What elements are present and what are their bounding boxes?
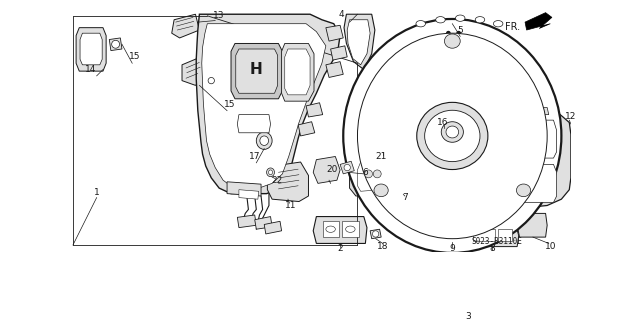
Text: 10: 10 bbox=[545, 242, 556, 251]
Polygon shape bbox=[313, 217, 367, 243]
Ellipse shape bbox=[416, 20, 426, 27]
Polygon shape bbox=[313, 157, 340, 183]
Polygon shape bbox=[498, 229, 513, 241]
Circle shape bbox=[373, 170, 381, 178]
Text: S023-B3110E: S023-B3110E bbox=[471, 237, 522, 246]
Ellipse shape bbox=[441, 122, 463, 142]
Circle shape bbox=[365, 170, 372, 178]
Text: 5: 5 bbox=[458, 26, 463, 34]
Polygon shape bbox=[432, 217, 471, 242]
Polygon shape bbox=[483, 221, 493, 226]
Polygon shape bbox=[306, 103, 323, 117]
Text: 16: 16 bbox=[437, 118, 449, 127]
Text: H: H bbox=[250, 62, 262, 77]
Text: 4: 4 bbox=[339, 10, 344, 19]
Text: 1: 1 bbox=[94, 188, 100, 197]
Ellipse shape bbox=[444, 34, 460, 48]
Polygon shape bbox=[282, 43, 314, 101]
Polygon shape bbox=[172, 14, 200, 38]
Text: 8: 8 bbox=[489, 244, 495, 254]
Polygon shape bbox=[227, 182, 261, 196]
Text: 14: 14 bbox=[84, 65, 96, 74]
Polygon shape bbox=[323, 221, 339, 237]
Polygon shape bbox=[285, 49, 310, 95]
Ellipse shape bbox=[256, 132, 272, 149]
Polygon shape bbox=[331, 46, 348, 60]
Text: 6: 6 bbox=[362, 168, 368, 177]
Polygon shape bbox=[340, 161, 355, 174]
Polygon shape bbox=[109, 38, 122, 51]
Text: 9: 9 bbox=[449, 244, 455, 254]
Polygon shape bbox=[239, 190, 259, 199]
Polygon shape bbox=[326, 62, 343, 78]
Text: 15: 15 bbox=[224, 100, 235, 109]
Polygon shape bbox=[202, 24, 326, 187]
Polygon shape bbox=[80, 33, 102, 65]
Polygon shape bbox=[525, 13, 552, 30]
Ellipse shape bbox=[374, 184, 388, 197]
Polygon shape bbox=[76, 28, 106, 71]
Polygon shape bbox=[237, 115, 271, 133]
Polygon shape bbox=[506, 108, 571, 207]
Text: 3: 3 bbox=[465, 312, 471, 319]
Polygon shape bbox=[236, 49, 278, 93]
Polygon shape bbox=[342, 221, 359, 237]
Ellipse shape bbox=[267, 168, 275, 177]
Polygon shape bbox=[231, 43, 282, 99]
Ellipse shape bbox=[417, 102, 488, 169]
Text: 17: 17 bbox=[249, 152, 260, 161]
Polygon shape bbox=[348, 20, 370, 65]
Polygon shape bbox=[522, 108, 548, 115]
Polygon shape bbox=[196, 14, 340, 194]
Text: FR.: FR. bbox=[505, 22, 520, 32]
Polygon shape bbox=[349, 152, 394, 196]
Ellipse shape bbox=[326, 226, 335, 232]
Ellipse shape bbox=[346, 226, 355, 232]
Text: 7: 7 bbox=[402, 193, 408, 202]
Text: 20: 20 bbox=[326, 166, 338, 174]
Polygon shape bbox=[467, 225, 518, 247]
Polygon shape bbox=[437, 221, 466, 237]
Ellipse shape bbox=[269, 170, 273, 175]
Text: 15: 15 bbox=[129, 52, 140, 61]
Polygon shape bbox=[517, 213, 547, 237]
Polygon shape bbox=[511, 120, 557, 158]
Polygon shape bbox=[326, 25, 343, 41]
Text: 11: 11 bbox=[285, 201, 296, 210]
Text: 2: 2 bbox=[337, 244, 343, 254]
Polygon shape bbox=[237, 215, 256, 228]
Polygon shape bbox=[443, 117, 474, 144]
Polygon shape bbox=[344, 14, 375, 70]
Ellipse shape bbox=[456, 15, 465, 21]
Polygon shape bbox=[255, 217, 272, 229]
Ellipse shape bbox=[493, 20, 503, 27]
Text: 21: 21 bbox=[376, 152, 387, 161]
Polygon shape bbox=[298, 122, 315, 136]
Text: 12: 12 bbox=[565, 113, 577, 122]
Ellipse shape bbox=[343, 19, 561, 253]
Polygon shape bbox=[264, 221, 282, 234]
Polygon shape bbox=[268, 162, 308, 202]
Polygon shape bbox=[205, 74, 218, 87]
Text: 22: 22 bbox=[271, 176, 282, 185]
Circle shape bbox=[372, 231, 379, 237]
Polygon shape bbox=[182, 57, 207, 85]
Ellipse shape bbox=[476, 17, 484, 23]
Polygon shape bbox=[473, 229, 495, 241]
Ellipse shape bbox=[446, 126, 459, 138]
Ellipse shape bbox=[260, 136, 269, 145]
Ellipse shape bbox=[516, 184, 531, 197]
Circle shape bbox=[344, 164, 350, 171]
Polygon shape bbox=[370, 229, 381, 239]
Polygon shape bbox=[358, 160, 385, 191]
Text: 13: 13 bbox=[213, 11, 225, 20]
Polygon shape bbox=[511, 164, 557, 202]
Circle shape bbox=[208, 78, 214, 84]
Text: 18: 18 bbox=[377, 242, 388, 251]
Circle shape bbox=[111, 40, 120, 48]
Polygon shape bbox=[390, 177, 406, 195]
Ellipse shape bbox=[358, 33, 547, 239]
Ellipse shape bbox=[436, 17, 445, 23]
Ellipse shape bbox=[425, 110, 480, 162]
